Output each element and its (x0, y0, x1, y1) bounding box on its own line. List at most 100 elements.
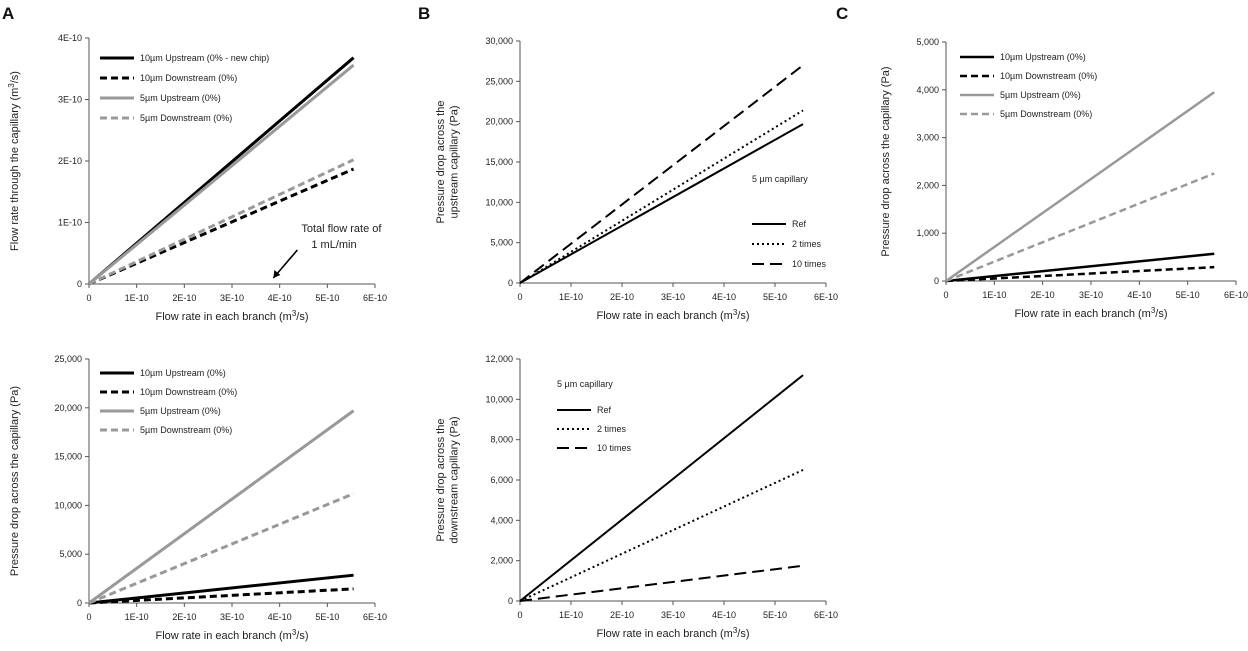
x-tick-label: 2E-10 (610, 292, 634, 302)
legend-entry: 10µm Upstream (0%) (140, 368, 226, 378)
x-axis-label: Flow rate in each branch (m3/s) (155, 628, 308, 643)
series-line-2 (945, 265, 1215, 283)
y-tick-label: 1E-10 (58, 218, 82, 228)
x-tick-label: 5E-10 (1176, 290, 1200, 300)
legend: 5 µm capillary Ref 2 times 10 times (557, 379, 632, 453)
series-line-1 (519, 374, 804, 602)
x-axis-label: Flow rate in each branch (m3/s) (596, 308, 749, 323)
x-tick-label: 2E-10 (610, 610, 634, 620)
x-tick-label: 4E-10 (1127, 290, 1151, 300)
x-tick-label: 1E-10 (125, 293, 149, 303)
y-tick-label: 2E-10 (58, 156, 82, 166)
x-tick-label: 0 (517, 292, 522, 302)
y-tick-label: 6,000 (490, 475, 513, 485)
y-tick-label: 25,000 (485, 76, 513, 86)
y-tick-label: 0 (934, 276, 939, 286)
x-axis-label: Flow rate in each branch (m3/s) (1014, 306, 1167, 321)
x-tick-label: 0 (86, 293, 91, 303)
x-tick-label: 3E-10 (220, 612, 244, 622)
panel-label-c: C (836, 4, 848, 23)
panel-label-b: B (418, 4, 430, 23)
annotation-text: 1 mL/min (311, 239, 356, 251)
y-tick-label: 10,000 (54, 500, 82, 510)
x-tick-label: 4E-10 (712, 292, 736, 302)
series-line-2 (519, 469, 804, 602)
chart-b-bottom: 0 1E-10 2E-10 3E-10 4E-10 5E-10 6E-10 0 2,000 4,0… (435, 354, 838, 640)
x-tick-label: 5E-10 (315, 293, 339, 303)
series-line-3 (519, 564, 804, 602)
y-tick-label: 5,000 (916, 37, 939, 47)
x-tick-label: 3E-10 (661, 610, 685, 620)
x-tick-label: 5E-10 (763, 292, 787, 302)
x-tick-label: 0 (517, 610, 522, 620)
series-line-4 (88, 158, 355, 286)
y-tick-label: 4,000 (490, 515, 513, 525)
y-tick-label: 20,000 (485, 117, 513, 127)
series-line-1 (519, 123, 804, 284)
y-tick-label: 0 (77, 279, 82, 289)
x-axis-label: Flow rate in each branch (m3/s) (596, 626, 749, 641)
x-tick-label: 2E-10 (172, 293, 196, 303)
x-tick-label: 1E-10 (982, 290, 1006, 300)
x-tick-label: 0 (86, 612, 91, 622)
x-tick-label: 5E-10 (763, 610, 787, 620)
y-axis-label: Pressure drop across the capillary (Pa) (9, 386, 21, 576)
annotation-text: Total flow rate of (301, 223, 382, 235)
series-line-2 (88, 587, 354, 605)
y-tick-label: 15,000 (485, 157, 513, 167)
x-tick-label: 6E-10 (363, 293, 387, 303)
y-axis-label: Pressure drop across the downstream capil… (435, 416, 461, 543)
y-tick-label: 0 (508, 278, 513, 288)
legend: 5 µm capillary Ref 2 times 10 times (752, 174, 827, 269)
x-tick-label: 1E-10 (559, 292, 583, 302)
chart-b-top: 0 1E-10 2E-10 3E-10 4E-10 5E-10 6E-10 0 5,000 10,… (435, 36, 838, 322)
legend-entry: 10µm Downstream (0%) (140, 387, 237, 397)
legend-entry: 5µm Upstream (0%) (1000, 90, 1081, 100)
y-axis-label: Pressure drop across the upstream capilla… (435, 101, 461, 224)
x-tick-label: 6E-10 (363, 612, 387, 622)
legend-entry: 2 times (792, 239, 822, 249)
legend-entry: 5µm Downstream (0%) (140, 113, 232, 123)
y-tick-label: 2,000 (916, 180, 939, 190)
x-tick-label: 3E-10 (661, 292, 685, 302)
x-tick-label: 1E-10 (559, 610, 583, 620)
series-line-1 (88, 573, 354, 605)
y-tick-label: 4,000 (916, 85, 939, 95)
legend-entry: 10µm Upstream (0%) (1000, 52, 1086, 62)
y-tick-label: 0 (508, 596, 513, 606)
y-tick-label: 20,000 (54, 403, 82, 413)
x-tick-label: 6E-10 (814, 610, 838, 620)
legend: 10µm Upstream (0%) 10µm Downstream (0%) 5µ… (960, 52, 1097, 119)
y-tick-label: 2,000 (490, 556, 513, 566)
legend-entry: 5µm Downstream (0%) (1000, 109, 1092, 119)
x-tick-label: 4E-10 (268, 612, 292, 622)
x-tick-label: 4E-10 (268, 293, 292, 303)
legend: 10µm Upstream (0% - new chip) 10µm Downst… (100, 53, 269, 123)
x-tick-label: 3E-10 (1079, 290, 1103, 300)
y-tick-label: 4E-10 (58, 33, 82, 43)
x-tick-label: 6E-10 (814, 292, 838, 302)
y-axis-label: Flow rate through the capillary (m3/s) (7, 71, 22, 251)
legend-entry: Ref (792, 219, 807, 229)
legend-entry: 10µm Downstream (0%) (140, 73, 237, 83)
x-tick-label: 6E-10 (1224, 290, 1248, 300)
y-tick-label: 30,000 (485, 36, 513, 46)
y-tick-label: 1,000 (916, 228, 939, 238)
y-tick-label: 3,000 (916, 133, 939, 143)
legend-entry: Ref (597, 405, 612, 415)
legend-entry: 2 times (597, 424, 627, 434)
legend-entry: 5µm Downstream (0%) (140, 425, 232, 435)
y-tick-label: 5,000 (490, 238, 513, 248)
legend-title: 5 µm capillary (752, 174, 808, 184)
series-line-3 (519, 64, 804, 284)
x-axis-label: Flow rate in each branch (m3/s) (155, 309, 308, 324)
y-tick-label: 8,000 (490, 435, 513, 445)
legend-entry: 10 times (792, 259, 827, 269)
x-tick-label: 0 (943, 290, 948, 300)
x-tick-label: 3E-10 (220, 293, 244, 303)
series-line-3 (945, 91, 1215, 283)
y-tick-label: 10,000 (485, 394, 513, 404)
legend-entry: 10µm Downstream (0%) (1000, 71, 1097, 81)
y-tick-label: 12,000 (485, 354, 513, 364)
